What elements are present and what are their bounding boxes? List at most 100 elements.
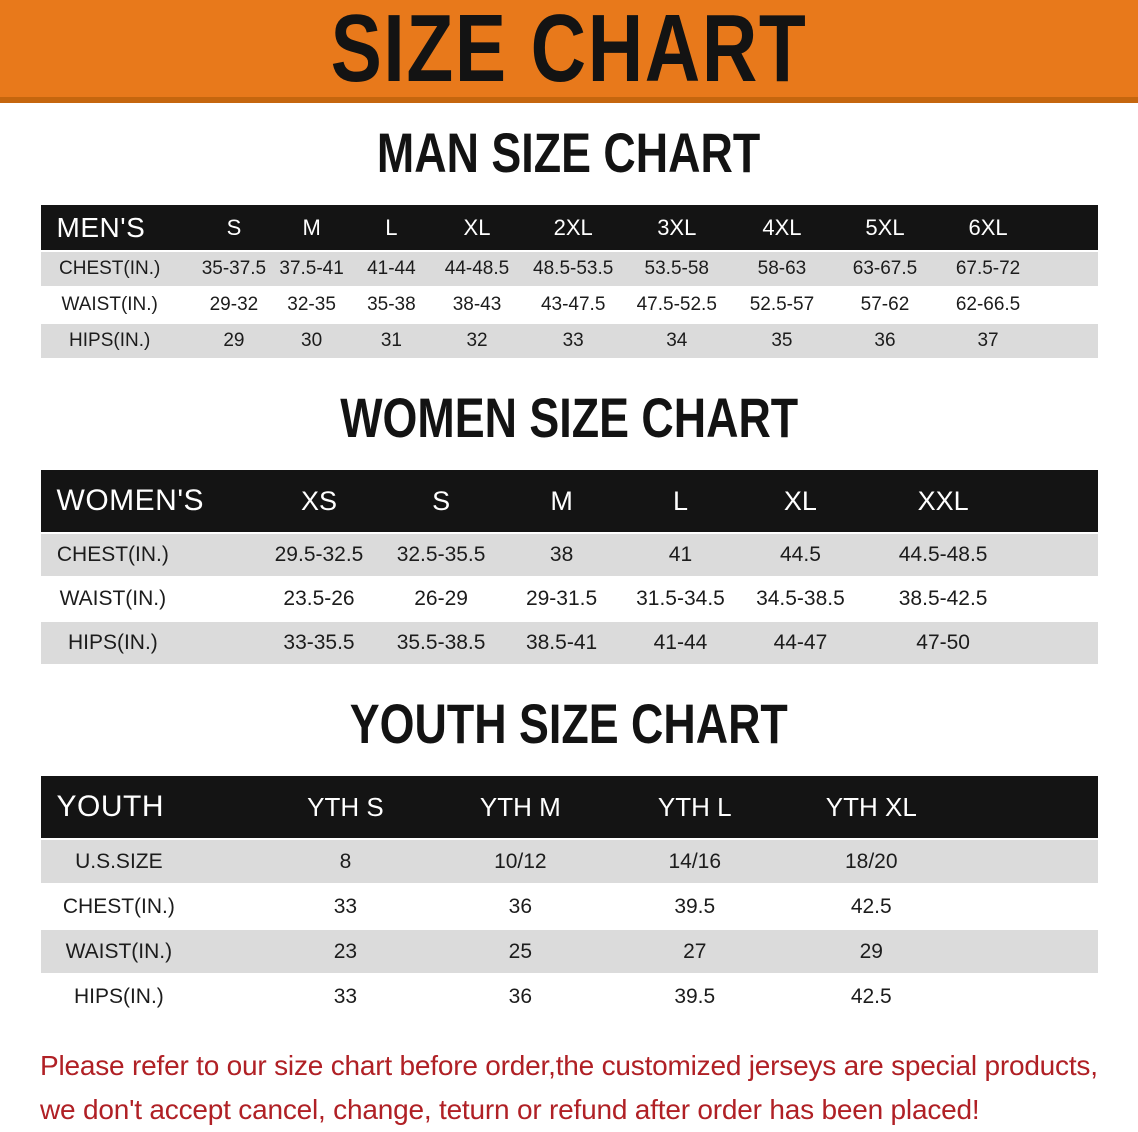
- table-cell: 58-63: [729, 252, 835, 286]
- table-cell: 35: [729, 324, 835, 358]
- size-table-0: MEN'S S M L XL 2XL 3XL 4XL 5XL 6XL CHEST(IN.) 35-37…: [40, 203, 1098, 360]
- row-label: WAIST(IN.): [40, 288, 196, 322]
- table-cell: 34.5-38.5: [740, 578, 861, 620]
- table-cell: 23.5-26: [258, 578, 380, 620]
- column-header: M: [271, 205, 352, 250]
- table-cell: 39.5: [608, 975, 782, 1018]
- table-cell: 44-47: [740, 622, 861, 664]
- table-cell: 38-43: [431, 288, 523, 322]
- row-label: CHEST(IN.): [40, 534, 259, 576]
- column-header: L: [351, 205, 432, 250]
- spacer-cell: [961, 930, 1098, 973]
- table-cell: 33: [258, 885, 433, 928]
- section-heading: MAN SIZE CHART: [0, 121, 1138, 184]
- table-cell: 10/12: [432, 840, 609, 883]
- table-cell: 44.5-48.5: [860, 534, 1026, 576]
- disclaimer: Please refer to our size chart before or…: [40, 1044, 1108, 1132]
- size-section-1: WOMEN SIZE CHART WOMEN'S XS S M L XL XXL CHEST(I…: [0, 386, 1138, 666]
- column-header: 4XL: [729, 205, 835, 250]
- table-cell: 48.5-53.5: [522, 252, 624, 286]
- table-cell: 42.5: [781, 975, 962, 1018]
- table-cell: 14/16: [608, 840, 782, 883]
- table-cell: 8: [258, 840, 433, 883]
- row-label: U.S.SIZE: [40, 840, 259, 883]
- section-heading: WOMEN SIZE CHART: [0, 386, 1138, 449]
- table-cell: 23: [258, 930, 433, 973]
- column-header: M: [502, 470, 621, 532]
- row-label: HIPS(IN.): [40, 622, 259, 664]
- table-cell: 35-37.5: [195, 252, 272, 286]
- spacer-cell: [961, 840, 1098, 883]
- table-row: CHEST(IN.) 29.5-32.5 32.5-35.5 38 41 44.5 44.5…: [40, 534, 1098, 576]
- table-cell: 29-31.5: [502, 578, 621, 620]
- table-row: HIPS(IN.) 29 30 31 32 33 34 35 36 37: [40, 324, 1098, 358]
- spacer-cell: [961, 776, 1098, 838]
- spacer-cell: [1025, 578, 1098, 620]
- spacer-cell: [1025, 534, 1098, 576]
- table-cell: 33-35.5: [258, 622, 380, 664]
- table-cell: 62-66.5: [935, 288, 1041, 322]
- column-header: 3XL: [623, 205, 730, 250]
- column-header: XL: [740, 470, 861, 532]
- spacer-cell: [1040, 252, 1098, 286]
- table-cell: 26-29: [379, 578, 503, 620]
- column-header: YTH L: [608, 776, 782, 838]
- column-header: S: [195, 205, 272, 250]
- table-cell: 38: [502, 534, 621, 576]
- table-cell: 37.5-41: [271, 252, 352, 286]
- table-cell: 39.5: [608, 885, 782, 928]
- table-corner-label: WOMEN'S: [40, 470, 259, 532]
- table-cell: 41-44: [351, 252, 432, 286]
- table-cell: 38.5-42.5: [860, 578, 1026, 620]
- table-cell: 67.5-72: [935, 252, 1041, 286]
- column-header: XXL: [860, 470, 1026, 532]
- table-row: CHEST(IN.) 33 36 39.5 42.5: [40, 885, 1098, 928]
- spacer-cell: [961, 975, 1098, 1018]
- column-header: 2XL: [522, 205, 624, 250]
- size-tables-container: MAN SIZE CHART MEN'S S M L XL 2XL 3XL 4XL 5XL 6XL C…: [0, 121, 1138, 1020]
- table-cell: 30: [271, 324, 352, 358]
- table-cell: 52.5-57: [729, 288, 835, 322]
- table-cell: 29: [781, 930, 962, 973]
- banner-title: SIZE CHART: [271, 0, 867, 102]
- size-section-0: MAN SIZE CHART MEN'S S M L XL 2XL 3XL 4XL 5XL 6XL C…: [0, 121, 1138, 360]
- banner-title-text: SIZE CHART: [330, 0, 808, 102]
- table-row: CHEST(IN.) 35-37.5 37.5-41 41-44 44-48.5 48.5…: [40, 252, 1098, 286]
- table-cell: 32: [431, 324, 523, 358]
- disclaimer-line-1: Please refer to our size chart before or…: [40, 1050, 1098, 1081]
- table-cell: 29.5-32.5: [258, 534, 380, 576]
- table-cell: 57-62: [834, 288, 936, 322]
- table-cell: 33: [258, 975, 433, 1018]
- table-cell: 29-32: [195, 288, 272, 322]
- row-label: WAIST(IN.): [40, 930, 259, 973]
- size-section-2: YOUTH SIZE CHART YOUTH YTH S YTH M YTH L YTH …: [0, 696, 1138, 1020]
- table-row: WAIST(IN.) 29-32 32-35 35-38 38-43 43-47.5 47.…: [40, 288, 1098, 322]
- column-header: 5XL: [834, 205, 936, 250]
- table-cell: 43-47.5: [522, 288, 624, 322]
- table-header-row: YOUTH YTH S YTH M YTH L YTH XL: [40, 776, 1098, 838]
- table-cell: 25: [432, 930, 609, 973]
- table-cell: 31.5-34.5: [620, 578, 741, 620]
- row-label: CHEST(IN.): [40, 252, 196, 286]
- spacer-cell: [1025, 470, 1098, 532]
- section-heading-text: WOMEN SIZE CHART: [340, 386, 798, 449]
- table-cell: 32-35: [271, 288, 352, 322]
- column-header: L: [620, 470, 741, 532]
- table-cell: 42.5: [781, 885, 962, 928]
- section-heading-text: MAN SIZE CHART: [377, 121, 761, 184]
- table-cell: 29: [195, 324, 272, 358]
- spacer-cell: [1025, 622, 1098, 664]
- table-cell: 47.5-52.5: [623, 288, 730, 322]
- size-table-1: WOMEN'S XS S M L XL XXL CHEST(IN.) 29.5-32.5 32.5…: [40, 468, 1098, 666]
- table-cell: 27: [608, 930, 782, 973]
- table-row: HIPS(IN.) 33-35.5 35.5-38.5 38.5-41 41-44 44-…: [40, 622, 1098, 664]
- column-header: YTH S: [258, 776, 433, 838]
- table-cell: 18/20: [781, 840, 962, 883]
- table-header-row: MEN'S S M L XL 2XL 3XL 4XL 5XL 6XL: [40, 205, 1098, 250]
- table-cell: 44.5: [740, 534, 861, 576]
- size-table-2: YOUTH YTH S YTH M YTH L YTH XL U.S.SIZE 8 10/12…: [40, 774, 1098, 1020]
- table-cell: 35.5-38.5: [379, 622, 503, 664]
- column-header: XL: [431, 205, 523, 250]
- table-corner-label: YOUTH: [40, 776, 259, 838]
